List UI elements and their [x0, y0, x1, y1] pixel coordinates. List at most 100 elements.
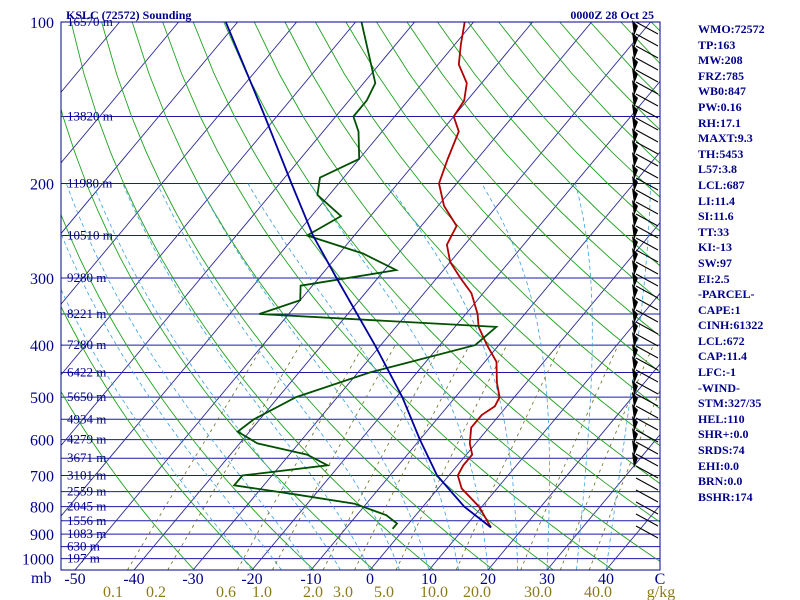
wind-flag-icon: [632, 92, 638, 108]
wind-flag-icon: [632, 164, 638, 180]
dry-adiabat-line: [101, 22, 494, 570]
mixing-ratio-line: [272, 344, 396, 570]
dry-adiabat-line: [284, 22, 660, 447]
pressure-tick-label: 100: [30, 15, 54, 32]
wind-flag-icon: [632, 452, 638, 468]
isotherm-line: [61, 22, 179, 164]
wind-flag-icon: [632, 356, 638, 372]
wind-flag-icon: [632, 236, 638, 252]
pressure-tick-label: 300: [30, 271, 54, 288]
height-label: 7280 m: [67, 337, 106, 352]
mixing-ratio-label: 3.0: [333, 584, 353, 600]
temperature-tick-label: -30: [182, 571, 203, 588]
temperature-tick-label: 30: [539, 571, 555, 588]
height-label: 2045 m: [67, 499, 106, 514]
wind-flag-icon: [632, 320, 638, 336]
wind-barb-icon: [635, 201, 659, 215]
index-item: LCL:672: [698, 333, 745, 348]
mixing-ratio-label: 20.0: [463, 584, 491, 600]
index-item: SHR+:0.0: [698, 427, 749, 442]
index-item: BSHR:174: [698, 489, 753, 504]
plot-frame: [60, 21, 661, 571]
index-item: BRN:0.0: [698, 474, 743, 489]
mixing-ratio-unit-label: g/kg: [647, 584, 675, 600]
moist-adiabat-line: [197, 183, 430, 570]
wind-flag-icon: [632, 128, 638, 144]
index-item: CINH:61322: [698, 318, 764, 333]
index-item: SW:97: [698, 255, 733, 270]
temperature-tick-label: 10: [421, 571, 437, 588]
pressure-tick-label: 900: [30, 527, 54, 544]
isotherm-line: [487, 363, 660, 570]
mixing-ratio-line: [395, 344, 508, 570]
index-item: TP:163: [698, 37, 736, 52]
wind-flag-icon: [632, 176, 638, 192]
height-label: 16570 m: [67, 14, 113, 29]
index-item: HEL:110: [698, 411, 745, 426]
wind-barb-icon: [635, 33, 659, 47]
moist-adiabat-line: [309, 183, 489, 570]
wind-flag-icon: [632, 260, 638, 276]
index-item: SI:11.6: [698, 209, 734, 224]
stability-indices-panel: WMO:72572 TP:163 MW:208 FRZ:785 WB0:847 PW:0.…: [698, 22, 798, 505]
isotherm-line: [310, 151, 660, 570]
dry-adiabat-line: [253, 22, 660, 485]
mixing-ratio-line: [236, 344, 364, 570]
wind-barb-icon: [635, 141, 659, 155]
pressure-tick-label: 500: [30, 390, 54, 407]
dry-adiabat-line: [315, 22, 660, 410]
wind-barb-icon: [635, 261, 659, 275]
height-label: 4279 m: [67, 432, 106, 447]
dry-adiabat-line: [192, 22, 660, 562]
height-label: 3101 m: [67, 468, 106, 483]
wind-barb-icon: [635, 513, 659, 527]
moist-adiabat-line: [247, 183, 459, 570]
index-item: CAPE:1: [698, 302, 741, 317]
mixing-ratio-line: [588, 389, 660, 570]
dry-adiabat-line: [70, 22, 434, 570]
mixing-ratio-label: 40.0: [584, 584, 612, 600]
moist-adiabat-line: [156, 183, 400, 570]
wind-barb-icon: [635, 477, 659, 491]
wind-flag-icon: [632, 248, 638, 264]
mixing-ratio-label: 0.2: [146, 584, 166, 600]
wind-flag-icon: [632, 368, 638, 384]
wind-barb-icon: [635, 237, 659, 251]
wind-flag-icon: [632, 224, 638, 240]
temperature-unit-label: C: [655, 571, 666, 588]
index-item: STM:327/35: [698, 396, 762, 411]
mixing-ratio-label: 1.0: [252, 584, 272, 600]
index-item: LFC:-1: [698, 365, 736, 380]
index-item: LCL:687: [698, 177, 745, 192]
temperature-trace: [438, 22, 501, 528]
dry-adiabat-line: [345, 22, 660, 373]
dry-adiabat-line: [223, 22, 660, 523]
height-label: 6422 m: [67, 365, 106, 380]
wind-flag-icon: [632, 440, 638, 456]
dry-adiabat-line: [406, 22, 660, 302]
dry-adiabat-line: [162, 22, 614, 570]
isotherm-line: [61, 22, 356, 376]
wind-flag-icon: [632, 32, 638, 48]
pressure-tick-label: 600: [30, 433, 54, 450]
isotherm-line: [61, 22, 415, 447]
wind-barb-icon: [635, 225, 659, 239]
mixing-ratio-label: 5.0: [374, 584, 394, 600]
moist-adiabat-line: [481, 183, 550, 570]
dry-adiabat-line: [376, 22, 660, 337]
wind-barb-icon: [635, 321, 659, 335]
wind-barb-icon: [635, 465, 659, 479]
index-item: LI:11.4: [698, 193, 736, 208]
wind-flag-icon: [632, 20, 638, 36]
wind-flag-icon: [632, 44, 638, 60]
wind-barb-icon: [635, 453, 659, 467]
index-item: TH:5453: [698, 146, 744, 161]
wind-barb-icon: [635, 129, 659, 143]
pressure-tick-label: 200: [30, 177, 54, 194]
temperature-tick-label: -50: [64, 571, 85, 588]
isotherm-line: [61, 22, 474, 517]
index-item: KI:-13: [698, 240, 732, 255]
wind-barb-icon: [635, 297, 659, 311]
isotherm-line: [61, 22, 297, 305]
